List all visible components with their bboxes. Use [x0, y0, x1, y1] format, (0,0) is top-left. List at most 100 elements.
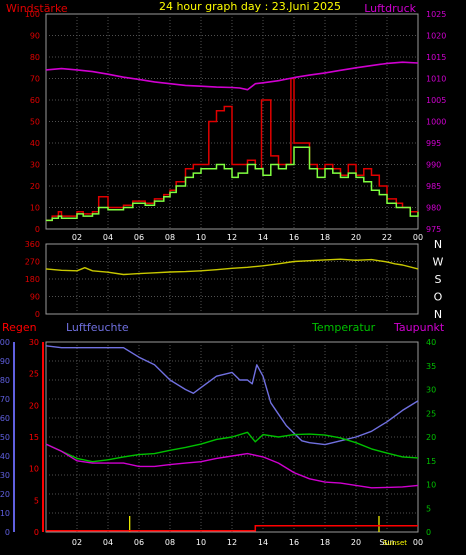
time-tick-label: 06: [134, 538, 144, 547]
rain-axis-tick-label: 25: [29, 370, 39, 379]
wind-axis-tick-label: 60: [30, 96, 40, 105]
pressure-axis-tick-label: 975: [426, 225, 441, 234]
humidity-axis-tick-label: 70: [0, 395, 10, 404]
wind-axis-tick-label: 40: [30, 139, 40, 148]
wind-direction-series-line: [45, 258, 419, 276]
rain-axis-tick-label: 0: [34, 528, 39, 537]
graph-title: 24 hour graph day : 23.Juni 2025: [159, 0, 341, 13]
direction-axis-tick-label: 360: [25, 240, 40, 249]
humidity-axis-tick-label: 40: [0, 452, 10, 461]
compass-direction-label: N: [434, 238, 442, 251]
direction-axis-tick-label: 90: [30, 293, 40, 302]
wind-axis-tick-label: 50: [30, 118, 40, 127]
time-tick-label: 02: [72, 538, 82, 547]
pressure-axis-tick-label: 985: [426, 182, 441, 191]
time-tick-label: 16: [289, 233, 299, 242]
direction-axis-tick-label: 180: [25, 275, 40, 284]
wind-axis-tick-label: 30: [30, 161, 40, 170]
pressure-axis-tick-label: 990: [426, 161, 441, 170]
humidity-axis-title: Luftfeuchte: [66, 321, 129, 334]
time-tick-label: 14: [258, 538, 268, 547]
time-tick-label: 10: [196, 538, 206, 547]
time-tick-label: 00: [413, 233, 423, 242]
time-tick-label: 12: [227, 233, 237, 242]
sunset-label: Sunset: [383, 539, 407, 547]
dewpoint-axis-title: Taupunkt: [393, 321, 445, 334]
pressure-axis-tick-label: 1010: [426, 75, 446, 84]
wind-axis-tick-label: 70: [30, 75, 40, 84]
time-tick-label: 22: [382, 233, 392, 242]
wind-strength-label: Windstärke: [6, 2, 68, 15]
temperature-series-line: [45, 431, 419, 463]
temperature-axis-tick-label: 0: [426, 528, 431, 537]
pressure-axis-tick-label: 1005: [426, 96, 446, 105]
wind-axis-tick-label: 0: [35, 225, 40, 234]
humidity-axis-tick-label: 20: [0, 490, 10, 499]
pressure-axis-tick-label: 1025: [426, 10, 446, 19]
time-tick-label: 10: [196, 233, 206, 242]
rain-axis-tick-label: 5: [34, 496, 39, 505]
compass-direction-label: O: [434, 291, 443, 304]
temperature-axis-tick-label: 10: [426, 481, 436, 490]
temperature-axis-tick-label: 25: [426, 409, 436, 418]
pressure-axis-tick-label: 1015: [426, 53, 446, 62]
time-tick-label: 16: [289, 538, 299, 547]
temperature-axis-tick-label: 35: [426, 362, 436, 371]
humidity-axis-tick-label: 100: [0, 338, 10, 347]
compass-direction-label: W: [433, 256, 444, 269]
humidity-axis-tick-label: 10: [0, 509, 10, 518]
compass-direction-label: N: [434, 308, 442, 321]
pressure-axis-tick-label: 980: [426, 204, 441, 213]
time-tick-label: 08: [165, 233, 175, 242]
wind-axis-tick-label: 90: [30, 32, 40, 41]
chart-layer: 0102030405060708090100975980985990995100…: [0, 10, 446, 547]
humidity-axis-tick-label: 50: [0, 433, 10, 442]
pressure-axis-tick-label: 995: [426, 139, 441, 148]
air-pressure-label: Luftdruck: [364, 2, 416, 15]
pressure-axis-tick-label: 1020: [426, 32, 446, 41]
wind-gust-series-line: [46, 77, 418, 222]
time-tick-label: 00: [413, 538, 423, 547]
time-tick-label: Sun: [379, 538, 394, 547]
time-tick-label: 20: [351, 233, 361, 242]
time-tick-label: 20: [351, 538, 361, 547]
wind-axis-tick-label: 80: [30, 53, 40, 62]
time-tick-label: 04: [103, 538, 113, 547]
rain-axis-tick-label: 15: [29, 433, 39, 442]
direction-axis-tick-label: 0: [35, 310, 40, 319]
temperature-axis-tick-label: 20: [426, 433, 436, 442]
compass-direction-label: S: [435, 273, 442, 286]
humidity-axis-tick-label: 0: [5, 528, 10, 537]
humidity-axis-tick-label: 90: [0, 357, 10, 366]
temperature-axis-tick-label: 40: [426, 338, 436, 347]
time-tick-label: 18: [320, 538, 330, 547]
humidity-series-line: [45, 345, 419, 446]
time-tick-label: 14: [258, 233, 268, 242]
time-tick-label: 18: [320, 233, 330, 242]
temperature-axis-tick-label: 30: [426, 386, 436, 395]
dewpoint-series-line: [45, 443, 419, 489]
direction-axis-tick-label: 270: [25, 258, 40, 267]
rain-series-line: [46, 524, 418, 532]
humidity-axis-tick-label: 60: [0, 414, 10, 423]
wind-axis-tick-label: 10: [30, 204, 40, 213]
wind-axis-tick-label: 100: [25, 10, 40, 19]
humidity-axis-tick-label: 80: [0, 376, 10, 385]
temperature-axis-title: Temperatur: [311, 321, 376, 334]
time-tick-label: 08: [165, 538, 175, 547]
time-tick-label: 12: [227, 538, 237, 547]
temperature-axis-tick-label: 5: [426, 504, 431, 513]
pressure-series-line: [45, 61, 419, 91]
rain-axis-tick-label: 20: [29, 401, 39, 410]
wind-axis-tick-label: 20: [30, 182, 40, 191]
temperature-axis-tick-label: 15: [426, 457, 436, 466]
wind-average-series-line: [46, 146, 419, 222]
humidity-axis-tick-label: 30: [0, 471, 10, 480]
pressure-axis-tick-label: 1000: [426, 118, 446, 127]
rain-axis-tick-label: 30: [29, 338, 39, 347]
rain-axis-title: Regen: [2, 321, 37, 334]
time-tick-label: 06: [134, 233, 144, 242]
time-tick-label: 02: [72, 233, 82, 242]
